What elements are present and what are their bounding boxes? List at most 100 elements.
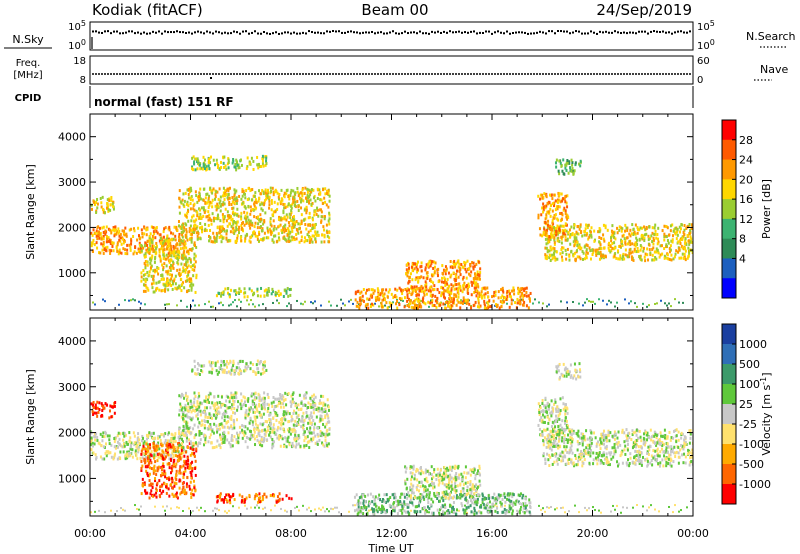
- echo-cell: [553, 238, 556, 242]
- echo-cell: [263, 289, 266, 293]
- echo-cell: [466, 287, 469, 291]
- echo-cell: [144, 252, 147, 256]
- echo-cell: [155, 444, 158, 448]
- echo-cell: [367, 288, 370, 292]
- echo-cell: [281, 420, 284, 424]
- echo-cell: [170, 437, 173, 441]
- echo-cell: [232, 220, 235, 224]
- echo-cell: [192, 227, 195, 231]
- echo-cell: [464, 261, 467, 265]
- echo-cell: [284, 391, 287, 395]
- echo-cell: [502, 295, 505, 299]
- echo-cell: [146, 243, 149, 247]
- echo-cell: [569, 166, 572, 170]
- echo-cell: [162, 462, 165, 466]
- echo-cell: [249, 429, 252, 433]
- echo-cell: [447, 271, 450, 275]
- echo-cell: [269, 430, 272, 434]
- echo-cell: [436, 288, 439, 292]
- echo-cell: [90, 436, 93, 440]
- echo-cell: [147, 288, 150, 292]
- echo-cell: [480, 294, 483, 298]
- echo-cell: [517, 291, 520, 295]
- echo-cell: [182, 239, 185, 243]
- echo-cell: [90, 511, 92, 514]
- echo-cell: [255, 200, 258, 204]
- echo-cell: [309, 239, 312, 243]
- echo-cell: [202, 206, 205, 210]
- echo-cell: [553, 231, 556, 235]
- echo-cell: [655, 250, 658, 254]
- echo-cell: [408, 291, 411, 295]
- echo-cell: [282, 202, 285, 206]
- echo-cell: [428, 260, 431, 264]
- echo-cell: [110, 249, 113, 253]
- echo-cell: [408, 275, 411, 279]
- echo-cell: [244, 239, 247, 243]
- echo-cell: [194, 168, 197, 172]
- echo-cell: [332, 508, 334, 511]
- echo-cell: [173, 436, 176, 440]
- echo-cell: [170, 247, 173, 251]
- colorbar-tick-label: 8: [739, 233, 746, 246]
- echo-cell: [464, 504, 466, 507]
- echo-cell: [619, 244, 622, 248]
- echo-cell: [150, 482, 153, 486]
- echo-cell: [634, 223, 637, 227]
- echo-cell: [141, 482, 144, 486]
- echo-cell: [282, 209, 285, 213]
- echo-cell: [474, 277, 477, 281]
- echo-cell: [585, 248, 588, 252]
- echo-cell: [129, 436, 132, 440]
- echo-cell: [316, 197, 319, 201]
- echo-cell: [298, 240, 301, 244]
- echo-cell: [264, 407, 267, 411]
- echo-cell: [310, 301, 312, 304]
- nsky-dot: [422, 32, 424, 35]
- echo-cell: [359, 291, 362, 295]
- echo-cell: [455, 272, 458, 276]
- echo-cell: [165, 239, 168, 243]
- echo-cell: [191, 488, 194, 492]
- echo-cell: [150, 450, 153, 454]
- echo-cell: [676, 233, 679, 237]
- echo-cell: [195, 245, 198, 249]
- echo-cell: [687, 239, 690, 243]
- echo-cell: [361, 294, 364, 298]
- echo-cell: [221, 236, 224, 240]
- echo-cell: [93, 203, 96, 207]
- echo-cell: [191, 268, 194, 272]
- echo-cell: [283, 206, 286, 210]
- echo-cell: [166, 439, 169, 443]
- echo-cell: [592, 248, 595, 252]
- echo-cell: [558, 240, 561, 244]
- echo-cell: [684, 249, 687, 253]
- echo-cell: [126, 456, 129, 460]
- echo-cell: [141, 456, 144, 460]
- echo-cell: [538, 504, 540, 507]
- echo-cell: [690, 223, 693, 227]
- echo-cell: [223, 438, 226, 442]
- echo-cell: [604, 224, 607, 228]
- echo-cell: [595, 251, 598, 255]
- echo-cell: [424, 280, 427, 284]
- echo-cell: [405, 289, 408, 293]
- echo-cell: [296, 406, 299, 410]
- echo-cell: [328, 300, 330, 303]
- echo-cell: [140, 452, 143, 456]
- echo-cell: [561, 251, 564, 255]
- echo-cell: [562, 224, 565, 228]
- echo-cell: [146, 250, 149, 254]
- echo-cell: [113, 436, 116, 440]
- echo-cell: [179, 239, 182, 243]
- echo-cell: [143, 446, 146, 450]
- echo-cell: [663, 246, 666, 250]
- echo-cell: [288, 441, 291, 445]
- echo-cell: [200, 506, 202, 509]
- echo-cell: [444, 272, 447, 276]
- echo-cell: [581, 234, 584, 238]
- echo-cell: [217, 411, 220, 415]
- echo-cell: [105, 450, 108, 454]
- echo-cell: [290, 206, 293, 210]
- echo-cell: [142, 246, 145, 250]
